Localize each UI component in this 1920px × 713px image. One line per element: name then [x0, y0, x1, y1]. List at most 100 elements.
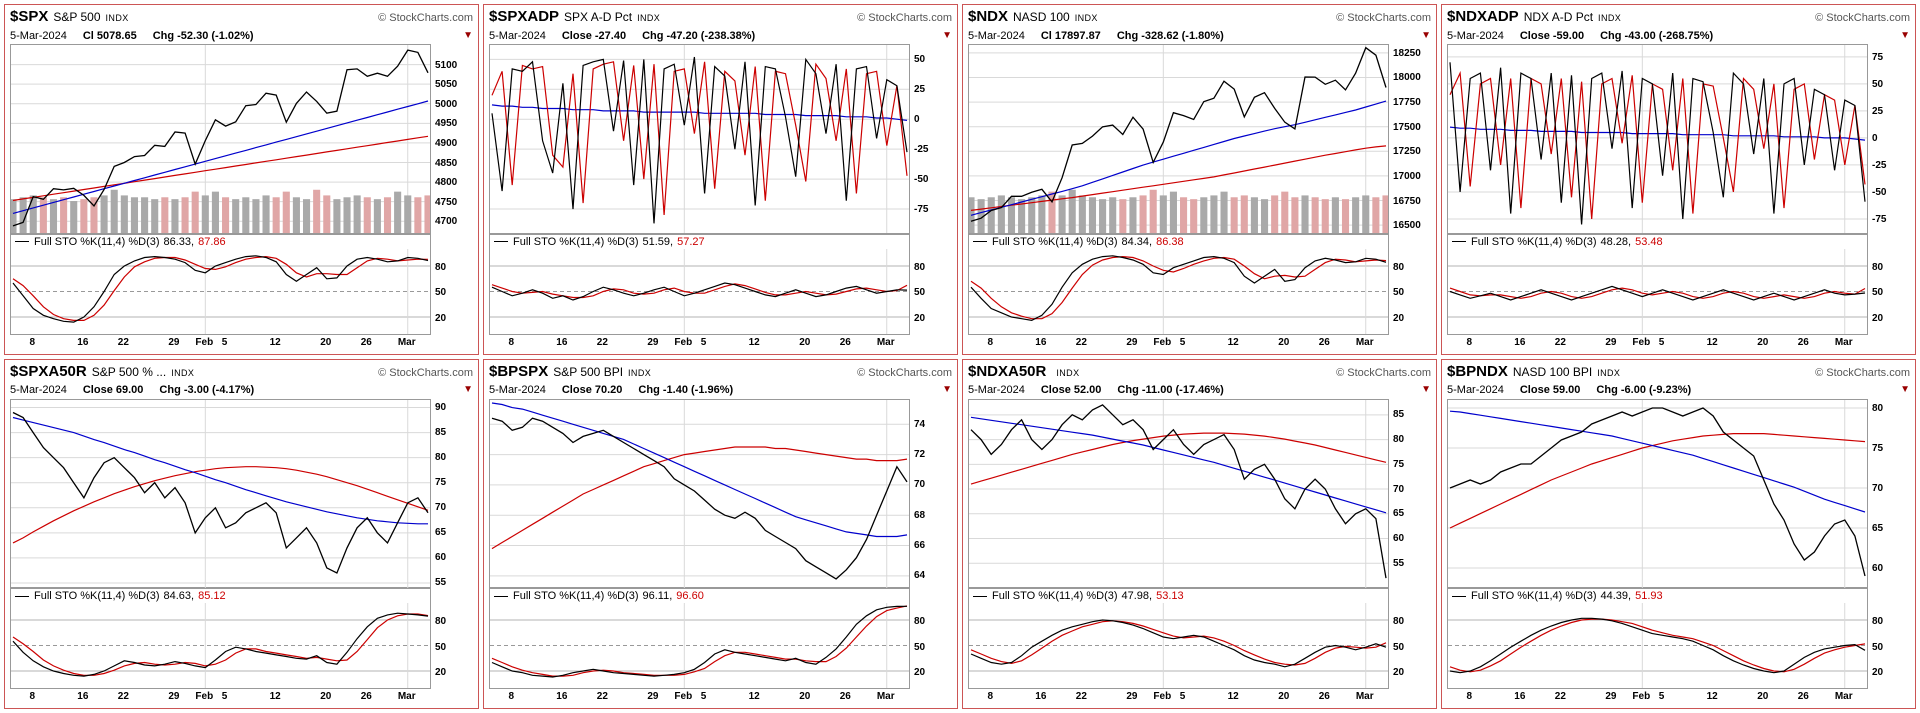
sto-k-value: 96.11, — [642, 590, 673, 602]
triangle-down-icon[interactable]: ▼ — [463, 384, 473, 395]
chart-date: 5-Mar-2024 — [1447, 384, 1504, 396]
triangle-down-icon[interactable]: ▼ — [1900, 384, 1910, 395]
sto-k-value: 51.59, — [642, 235, 674, 248]
close-value: Close 70.20 — [561, 384, 623, 396]
axis-spacer — [1868, 234, 1910, 249]
x-axis-labels: 8 16 22 29 Feb 5 12 20 26 Mar — [1466, 691, 1853, 702]
price-plot[interactable] — [10, 398, 431, 588]
stochastic-plot[interactable] — [10, 248, 431, 335]
ticker-symbol: $SPXA50R — [10, 362, 87, 380]
quote-line: 5-Mar-2024 Cl 17897.87 Chg -328.62 (-1.8… — [968, 27, 1431, 44]
chart-header: $NDX NASD 100 INDX © StockCharts.com — [968, 7, 1431, 27]
chart-header: $BPNDX NASD 100 BPI INDX © StockCharts.c… — [1447, 362, 1910, 382]
price-plot[interactable] — [489, 398, 910, 588]
price-plot[interactable] — [968, 44, 1389, 234]
axis-spacer — [431, 588, 473, 603]
sto-legend: Full STO %K(11,4) %D(3) 84.63, 85.12 — [10, 588, 431, 603]
x-axis-labels: 8 16 22 29 Feb 5 12 20 26 Mar — [29, 336, 416, 348]
stochastic-plot[interactable] — [489, 248, 910, 335]
quote-line: 5-Mar-2024 Close -59.00 Chg -43.00 (-268… — [1447, 27, 1910, 44]
sto-d-value: 53.13 — [1156, 590, 1184, 602]
change-value: Chg -11.00 (-17.46%) — [1117, 384, 1224, 396]
sto-legend: Full STO %K(11,4) %D(3) 47.98, 53.13 — [968, 588, 1389, 603]
stockcharts-credit-link[interactable]: © StockCharts.com — [1815, 366, 1910, 379]
sto-y-axis: 80 50 20 — [1872, 261, 1884, 324]
x-axis-labels: 8 16 22 29 Feb 5 12 20 26 Mar — [29, 691, 416, 702]
price-plot[interactable] — [968, 398, 1389, 588]
chart-date: 5-Mar-2024 — [489, 29, 546, 42]
exchange-label: INDX — [1056, 367, 1080, 378]
price-y-axis: 5100 5050 5000 4950 4900 4850 4800 4750 4700 — [435, 59, 458, 228]
chart-header: $BPSPX S&P 500 BPI INDX © StockCharts.co… — [489, 362, 952, 382]
chart-date: 5-Mar-2024 — [489, 384, 546, 396]
chart-header: $SPX S&P 500 INDX © StockCharts.com — [10, 7, 473, 27]
sto-y-axis: 80 50 20 — [1872, 616, 1884, 678]
close-value: Cl 5078.65 — [82, 29, 137, 42]
x-axis-labels: 8 16 22 29 Feb 5 12 20 26 Mar — [987, 336, 1374, 348]
close-value: Close 69.00 — [82, 384, 144, 396]
chart-panel: $NDX NASD 100 INDX © StockCharts.com 5-M… — [962, 4, 1437, 355]
axis-spacer — [1389, 588, 1431, 603]
exchange-label: INDX — [171, 367, 195, 378]
triangle-down-icon[interactable]: ▼ — [942, 29, 952, 41]
sto-legend-dash-icon — [1452, 595, 1466, 597]
chart-panel: $SPX S&P 500 INDX © StockCharts.com 5-Ma… — [4, 4, 479, 355]
stockcharts-credit-link[interactable]: © StockCharts.com — [378, 366, 473, 379]
sto-legend-dash-icon — [15, 595, 29, 597]
x-axis-labels: 8 16 22 29 Feb 5 12 20 26 Mar — [1466, 336, 1853, 348]
triangle-down-icon[interactable]: ▼ — [1421, 29, 1431, 41]
chart-panel: $SPXADP SPX A-D Pct INDX © StockCharts.c… — [483, 4, 958, 355]
stockcharts-credit-link[interactable]: © StockCharts.com — [857, 366, 952, 379]
triangle-down-icon[interactable]: ▼ — [1421, 384, 1431, 395]
sto-y-axis: 80 50 20 — [1393, 261, 1405, 324]
price-plot[interactable] — [10, 44, 431, 234]
ticker-symbol: $BPNDX — [1447, 362, 1508, 380]
sto-label-text: Full STO %K(11,4) %D(3) — [1471, 235, 1597, 248]
quote-line: 5-Mar-2024 Close -27.40 Chg -47.20 (-238… — [489, 27, 952, 44]
ticker-description: NASD 100 — [1013, 10, 1070, 24]
axis-spacer — [910, 335, 952, 351]
axis-spacer — [1868, 335, 1910, 351]
chart-date: 5-Mar-2024 — [968, 29, 1025, 42]
stockcharts-credit-link[interactable]: © StockCharts.com — [1336, 366, 1431, 379]
axis-spacer — [910, 234, 952, 249]
stochastic-plot[interactable] — [1447, 248, 1868, 335]
stockcharts-credit-link[interactable]: © StockCharts.com — [857, 12, 952, 24]
stockcharts-credit-link[interactable]: © StockCharts.com — [1336, 12, 1431, 24]
sto-k-value: 86.33, — [163, 235, 195, 248]
stochastic-plot[interactable] — [10, 603, 431, 689]
stockcharts-credit-link[interactable]: © StockCharts.com — [378, 12, 473, 24]
axis-spacer — [431, 234, 473, 249]
sto-d-value: 57.27 — [677, 235, 705, 248]
triangle-down-icon[interactable]: ▼ — [942, 384, 952, 395]
quote-line: 5-Mar-2024 Close 52.00 Chg -11.00 (-17.4… — [968, 382, 1431, 399]
stochastic-plot[interactable] — [1447, 603, 1868, 689]
price-plot[interactable] — [1447, 44, 1868, 234]
sto-legend-dash-icon — [1452, 241, 1466, 242]
change-value: Chg -1.40 (-1.96%) — [638, 384, 734, 396]
stochastic-plot[interactable] — [968, 248, 1389, 335]
chart-panel: $BPNDX NASD 100 BPI INDX © StockCharts.c… — [1441, 358, 1916, 709]
chart-date: 5-Mar-2024 — [10, 384, 67, 396]
stochastic-plot[interactable] — [968, 603, 1389, 689]
price-plot[interactable] — [489, 44, 910, 234]
sto-legend-dash-icon — [494, 241, 508, 242]
chart-panel: $NDXADP NDX A-D Pct INDX © StockCharts.c… — [1441, 4, 1916, 355]
stockcharts-credit-link[interactable]: © StockCharts.com — [1815, 12, 1910, 24]
sto-label-text: Full STO %K(11,4) %D(3) — [513, 235, 639, 248]
quote-line: 5-Mar-2024 Close 69.00 Chg -3.00 (-4.17%… — [10, 382, 473, 399]
sto-y-axis: 80 50 20 — [435, 616, 447, 678]
chart-header: $NDXADP NDX A-D Pct INDX © StockCharts.c… — [1447, 7, 1910, 27]
change-value: Chg -3.00 (-4.17%) — [159, 384, 255, 396]
chart-date: 5-Mar-2024 — [1447, 29, 1504, 42]
stochastic-plot[interactable] — [489, 603, 910, 689]
sto-d-value: 53.48 — [1635, 235, 1663, 248]
price-plot[interactable] — [1447, 398, 1868, 588]
price-y-axis: 90 85 80 75 70 65 60 55 — [435, 402, 447, 589]
axis-spacer — [431, 689, 473, 705]
triangle-down-icon[interactable]: ▼ — [1900, 29, 1910, 41]
axis-spacer — [910, 588, 952, 603]
ticker-symbol: $NDXA50R — [968, 362, 1047, 380]
triangle-down-icon[interactable]: ▼ — [463, 29, 473, 41]
sto-legend: Full STO %K(11,4) %D(3) 96.11, 96.60 — [489, 588, 910, 603]
